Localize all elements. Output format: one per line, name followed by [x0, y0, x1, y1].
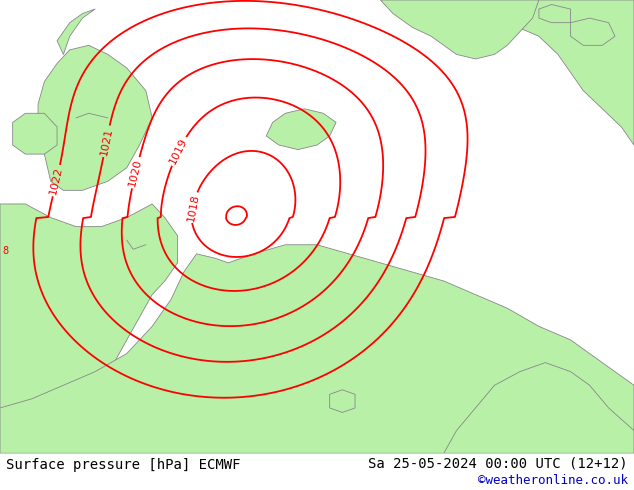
Text: 1022: 1022: [49, 166, 65, 196]
Text: Sa 25-05-2024 00:00 UTC (12+12): Sa 25-05-2024 00:00 UTC (12+12): [368, 457, 628, 470]
Text: 8: 8: [2, 246, 8, 256]
Text: ©weatheronline.co.uk: ©weatheronline.co.uk: [477, 474, 628, 488]
Text: 1021: 1021: [99, 126, 114, 156]
Text: 1018: 1018: [186, 193, 201, 222]
Text: 1019: 1019: [168, 136, 189, 166]
Text: Surface pressure [hPa] ECMWF: Surface pressure [hPa] ECMWF: [6, 458, 241, 472]
Text: 1020: 1020: [127, 158, 144, 188]
